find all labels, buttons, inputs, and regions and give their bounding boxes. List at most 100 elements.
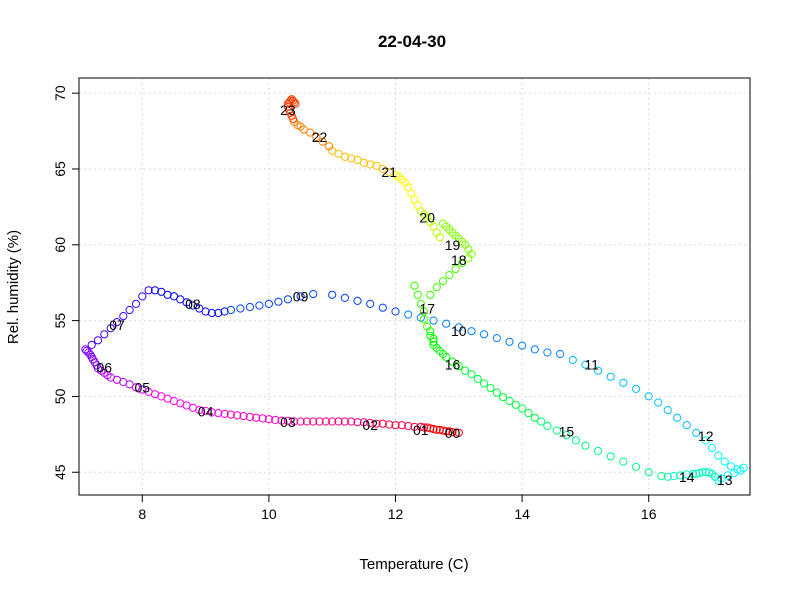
data-point-hour-13 bbox=[682, 470, 691, 479]
data-point-hour-02 bbox=[328, 417, 337, 426]
data-point-hour-12 bbox=[720, 457, 729, 466]
data-point-hour-10 bbox=[505, 337, 514, 346]
data-point-hour-00 bbox=[429, 424, 438, 434]
data-point-hour-13 bbox=[688, 469, 698, 478]
y-tick-label: 45 bbox=[52, 464, 68, 480]
data-point-hour-13 bbox=[663, 472, 672, 481]
data-point-hour-09 bbox=[340, 293, 349, 302]
data-point-hour-14 bbox=[543, 421, 552, 431]
data-point-hour-10 bbox=[429, 316, 438, 325]
data-point-hour-11 bbox=[581, 360, 590, 369]
data-point-hour-01 bbox=[372, 419, 381, 428]
data-point-hour-21 bbox=[359, 158, 368, 167]
data-point-hour-16 bbox=[454, 362, 463, 371]
data-points bbox=[81, 95, 748, 485]
data-point-hour-17 bbox=[457, 258, 467, 268]
data-point-hour-14 bbox=[606, 452, 615, 461]
data-point-hour-11 bbox=[673, 413, 682, 422]
data-point-hour-02 bbox=[353, 418, 362, 427]
data-point-hour-09 bbox=[283, 295, 292, 304]
data-point-hour-14 bbox=[657, 471, 666, 481]
data-point-hour-00 bbox=[426, 424, 435, 433]
data-point-hour-17 bbox=[413, 290, 422, 299]
data-point-hour-11 bbox=[663, 406, 672, 415]
x-axis: 8 10 12 14 16 bbox=[138, 494, 657, 522]
data-point-hour-21 bbox=[372, 161, 381, 170]
x-tick-label: 10 bbox=[261, 506, 277, 522]
data-point-hour-12 bbox=[714, 451, 723, 460]
hour-label-06: 06 bbox=[97, 360, 113, 376]
data-point-hour-06 bbox=[82, 346, 91, 355]
data-point-hour-14 bbox=[581, 441, 590, 450]
hour-labels: 00 01 02 03 04 05 06 07 08 09 10 11 12 13 14 15 16 17 1819… bbox=[97, 102, 733, 488]
data-point-hour-07 bbox=[144, 286, 153, 295]
data-point-hour-18 bbox=[438, 219, 448, 228]
data-point-hour-12 bbox=[701, 436, 710, 445]
data-point-hour-02 bbox=[359, 418, 368, 427]
x-tick-label: 8 bbox=[138, 506, 146, 522]
data-point-hour-17 bbox=[416, 299, 425, 308]
data-point-hour-03 bbox=[264, 415, 273, 424]
data-point-hour-13 bbox=[698, 468, 707, 477]
data-point-hour-07 bbox=[138, 292, 147, 301]
data-point-hour-03 bbox=[290, 417, 299, 426]
y-tick-label: 55 bbox=[52, 313, 68, 329]
data-point-hour-14 bbox=[644, 468, 653, 477]
data-point-hour-15 bbox=[467, 370, 476, 379]
data-point-hour-01 bbox=[397, 421, 406, 430]
data-point-hour-09 bbox=[245, 302, 254, 312]
y-tick-label: 60 bbox=[52, 237, 68, 253]
data-point-hour-03 bbox=[271, 415, 280, 424]
data-point-hour-03 bbox=[245, 412, 254, 421]
data-point-hour-10 bbox=[442, 319, 451, 328]
y-tick-label: 70 bbox=[52, 85, 68, 101]
data-point-hour-15 bbox=[530, 413, 539, 422]
data-point-hour-12 bbox=[707, 443, 717, 453]
data-point-hour-03 bbox=[239, 412, 248, 421]
data-point-hour-03 bbox=[283, 416, 292, 425]
data-point-hour-01 bbox=[410, 422, 419, 431]
data-point-hour-04 bbox=[207, 408, 216, 417]
data-point-hour-00 bbox=[423, 423, 432, 432]
data-point-hour-01 bbox=[378, 419, 387, 428]
hour-label-15: 15 bbox=[559, 423, 575, 439]
data-point-hour-02 bbox=[347, 417, 356, 426]
data-point-hour-21 bbox=[385, 167, 394, 177]
data-point-hour-08 bbox=[182, 298, 191, 307]
data-point-hour-15 bbox=[461, 366, 470, 375]
data-point-hour-00 bbox=[438, 426, 448, 435]
hour-label-09: 09 bbox=[293, 288, 309, 304]
data-point-hour-15 bbox=[524, 409, 533, 418]
data-point-hour-02 bbox=[321, 417, 330, 426]
data-point-hour-10 bbox=[467, 327, 476, 336]
hour-label-19: 19 bbox=[445, 237, 461, 253]
data-point-hour-14 bbox=[571, 436, 581, 445]
data-point-hour-16 bbox=[429, 340, 438, 349]
data-point-hour-15 bbox=[473, 374, 482, 384]
data-point-hour-10 bbox=[480, 330, 489, 339]
data-point-hour-11 bbox=[568, 355, 577, 365]
hour-label-12: 12 bbox=[698, 428, 714, 444]
x-axis-title: Temperature (C) bbox=[359, 556, 468, 573]
data-point-hour-13 bbox=[676, 471, 685, 480]
hour-label-02: 02 bbox=[362, 417, 378, 433]
data-point-hour-15 bbox=[486, 384, 495, 393]
data-point-hour-08 bbox=[214, 308, 223, 318]
data-point-hour-13 bbox=[701, 468, 710, 477]
data-point-hour-21 bbox=[366, 160, 375, 169]
data-point-hour-07 bbox=[100, 330, 109, 339]
data-point-hour-14 bbox=[552, 426, 562, 435]
data-point-hour-03 bbox=[220, 409, 229, 418]
chart-title: 22-04-30 bbox=[378, 32, 446, 51]
x-tick-label: 16 bbox=[641, 506, 657, 522]
data-point-hour-03 bbox=[277, 416, 286, 425]
data-point-hour-09 bbox=[296, 292, 305, 301]
data-point-hour-15 bbox=[480, 379, 489, 388]
data-point-hour-02 bbox=[334, 417, 343, 426]
data-point-hour-07 bbox=[119, 312, 128, 321]
data-point-hour-15 bbox=[499, 393, 508, 402]
hour-label-03: 03 bbox=[280, 414, 296, 430]
hour-label-10: 10 bbox=[451, 323, 467, 339]
data-point-hour-15 bbox=[492, 388, 501, 397]
